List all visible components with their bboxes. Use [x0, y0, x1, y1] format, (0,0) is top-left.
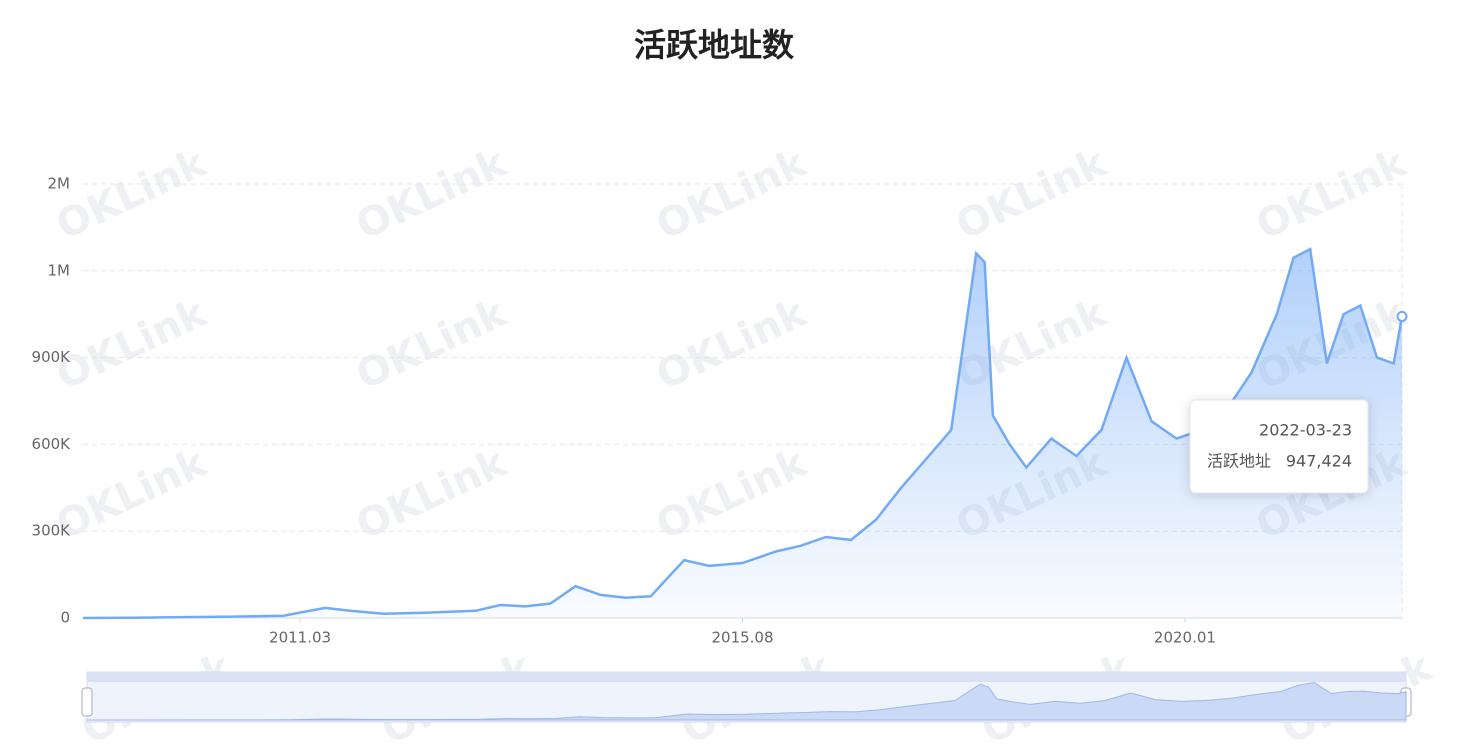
line	[82, 247, 1404, 620]
watermark: OKLink	[49, 139, 214, 249]
zoom-handle[interactable]	[81, 687, 93, 717]
watermark: OKLink	[649, 139, 814, 249]
x-tick-label: 2015.08	[711, 629, 773, 647]
tooltip-series: 活跃地址	[1207, 452, 1271, 471]
x-tick-label: 2020.01	[1154, 629, 1216, 647]
tooltip-value: 947,424	[1286, 452, 1352, 471]
tooltip	[1189, 399, 1369, 494]
y-tick-label: 300K	[32, 522, 72, 540]
watermark: OKLink	[649, 289, 814, 399]
y-tick-label: 0	[60, 609, 70, 627]
zoom-slider-bar[interactable]	[87, 672, 1406, 682]
hover-point	[1396, 310, 1408, 322]
area	[83, 249, 1402, 618]
watermark: OKLink	[49, 439, 214, 549]
watermark: OKLink	[49, 289, 214, 399]
mini-area	[87, 681, 1407, 721]
y-tick-label: 2M	[48, 175, 71, 193]
x-tick-label: 2011.03	[269, 629, 331, 647]
watermark: OKLink	[349, 289, 514, 399]
y-tick-label: 900K	[32, 348, 72, 366]
y-tick-label: 600K	[32, 435, 72, 453]
watermark: OKLink	[349, 139, 514, 249]
watermark: OKLink	[349, 439, 514, 549]
tooltip-date: 2022-03-23	[1259, 421, 1352, 440]
y-tick-label: 1M	[48, 261, 71, 279]
watermark: OKLink	[1249, 139, 1414, 249]
watermark: OKLink	[649, 439, 814, 549]
chart-title: 活跃地址数	[634, 26, 795, 64]
watermark: OKLink	[949, 139, 1114, 249]
